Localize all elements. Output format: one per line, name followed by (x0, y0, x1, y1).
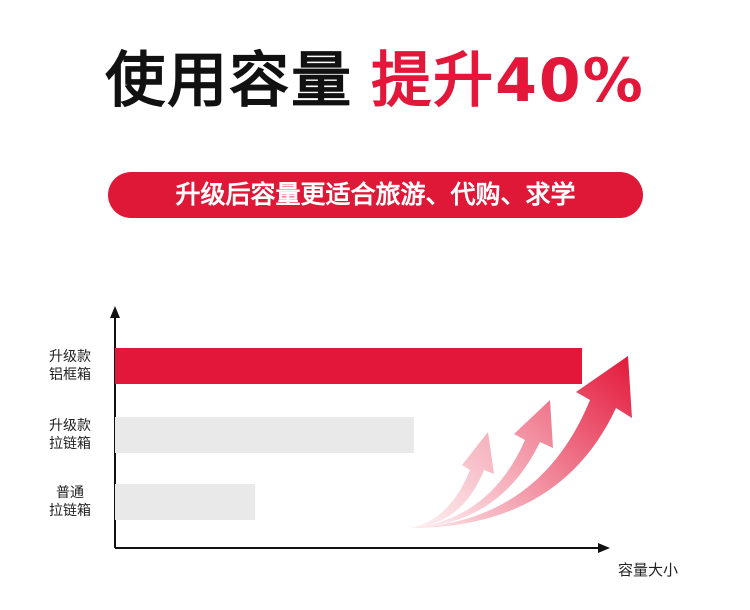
category-label: 升级款 铝框箱 (49, 349, 91, 383)
headline: 使用容量 提升40% (0, 32, 750, 119)
bar (115, 348, 582, 384)
x-axis-arrow (598, 543, 610, 553)
category-label: 普通 拉链箱 (49, 485, 91, 519)
bar (115, 484, 256, 520)
headline-text: 使用容量 (105, 46, 354, 116)
banner: 升级后容量更适合旅游、代购、求学 (108, 172, 643, 218)
headline-highlight: 提升40% (371, 46, 645, 116)
x-axis-label: 容量大小 (618, 561, 679, 579)
bar (115, 417, 414, 453)
category-label: 升级款 拉链箱 (49, 418, 91, 452)
y-axis-arrow (110, 306, 120, 318)
decor-arrows (410, 356, 632, 528)
